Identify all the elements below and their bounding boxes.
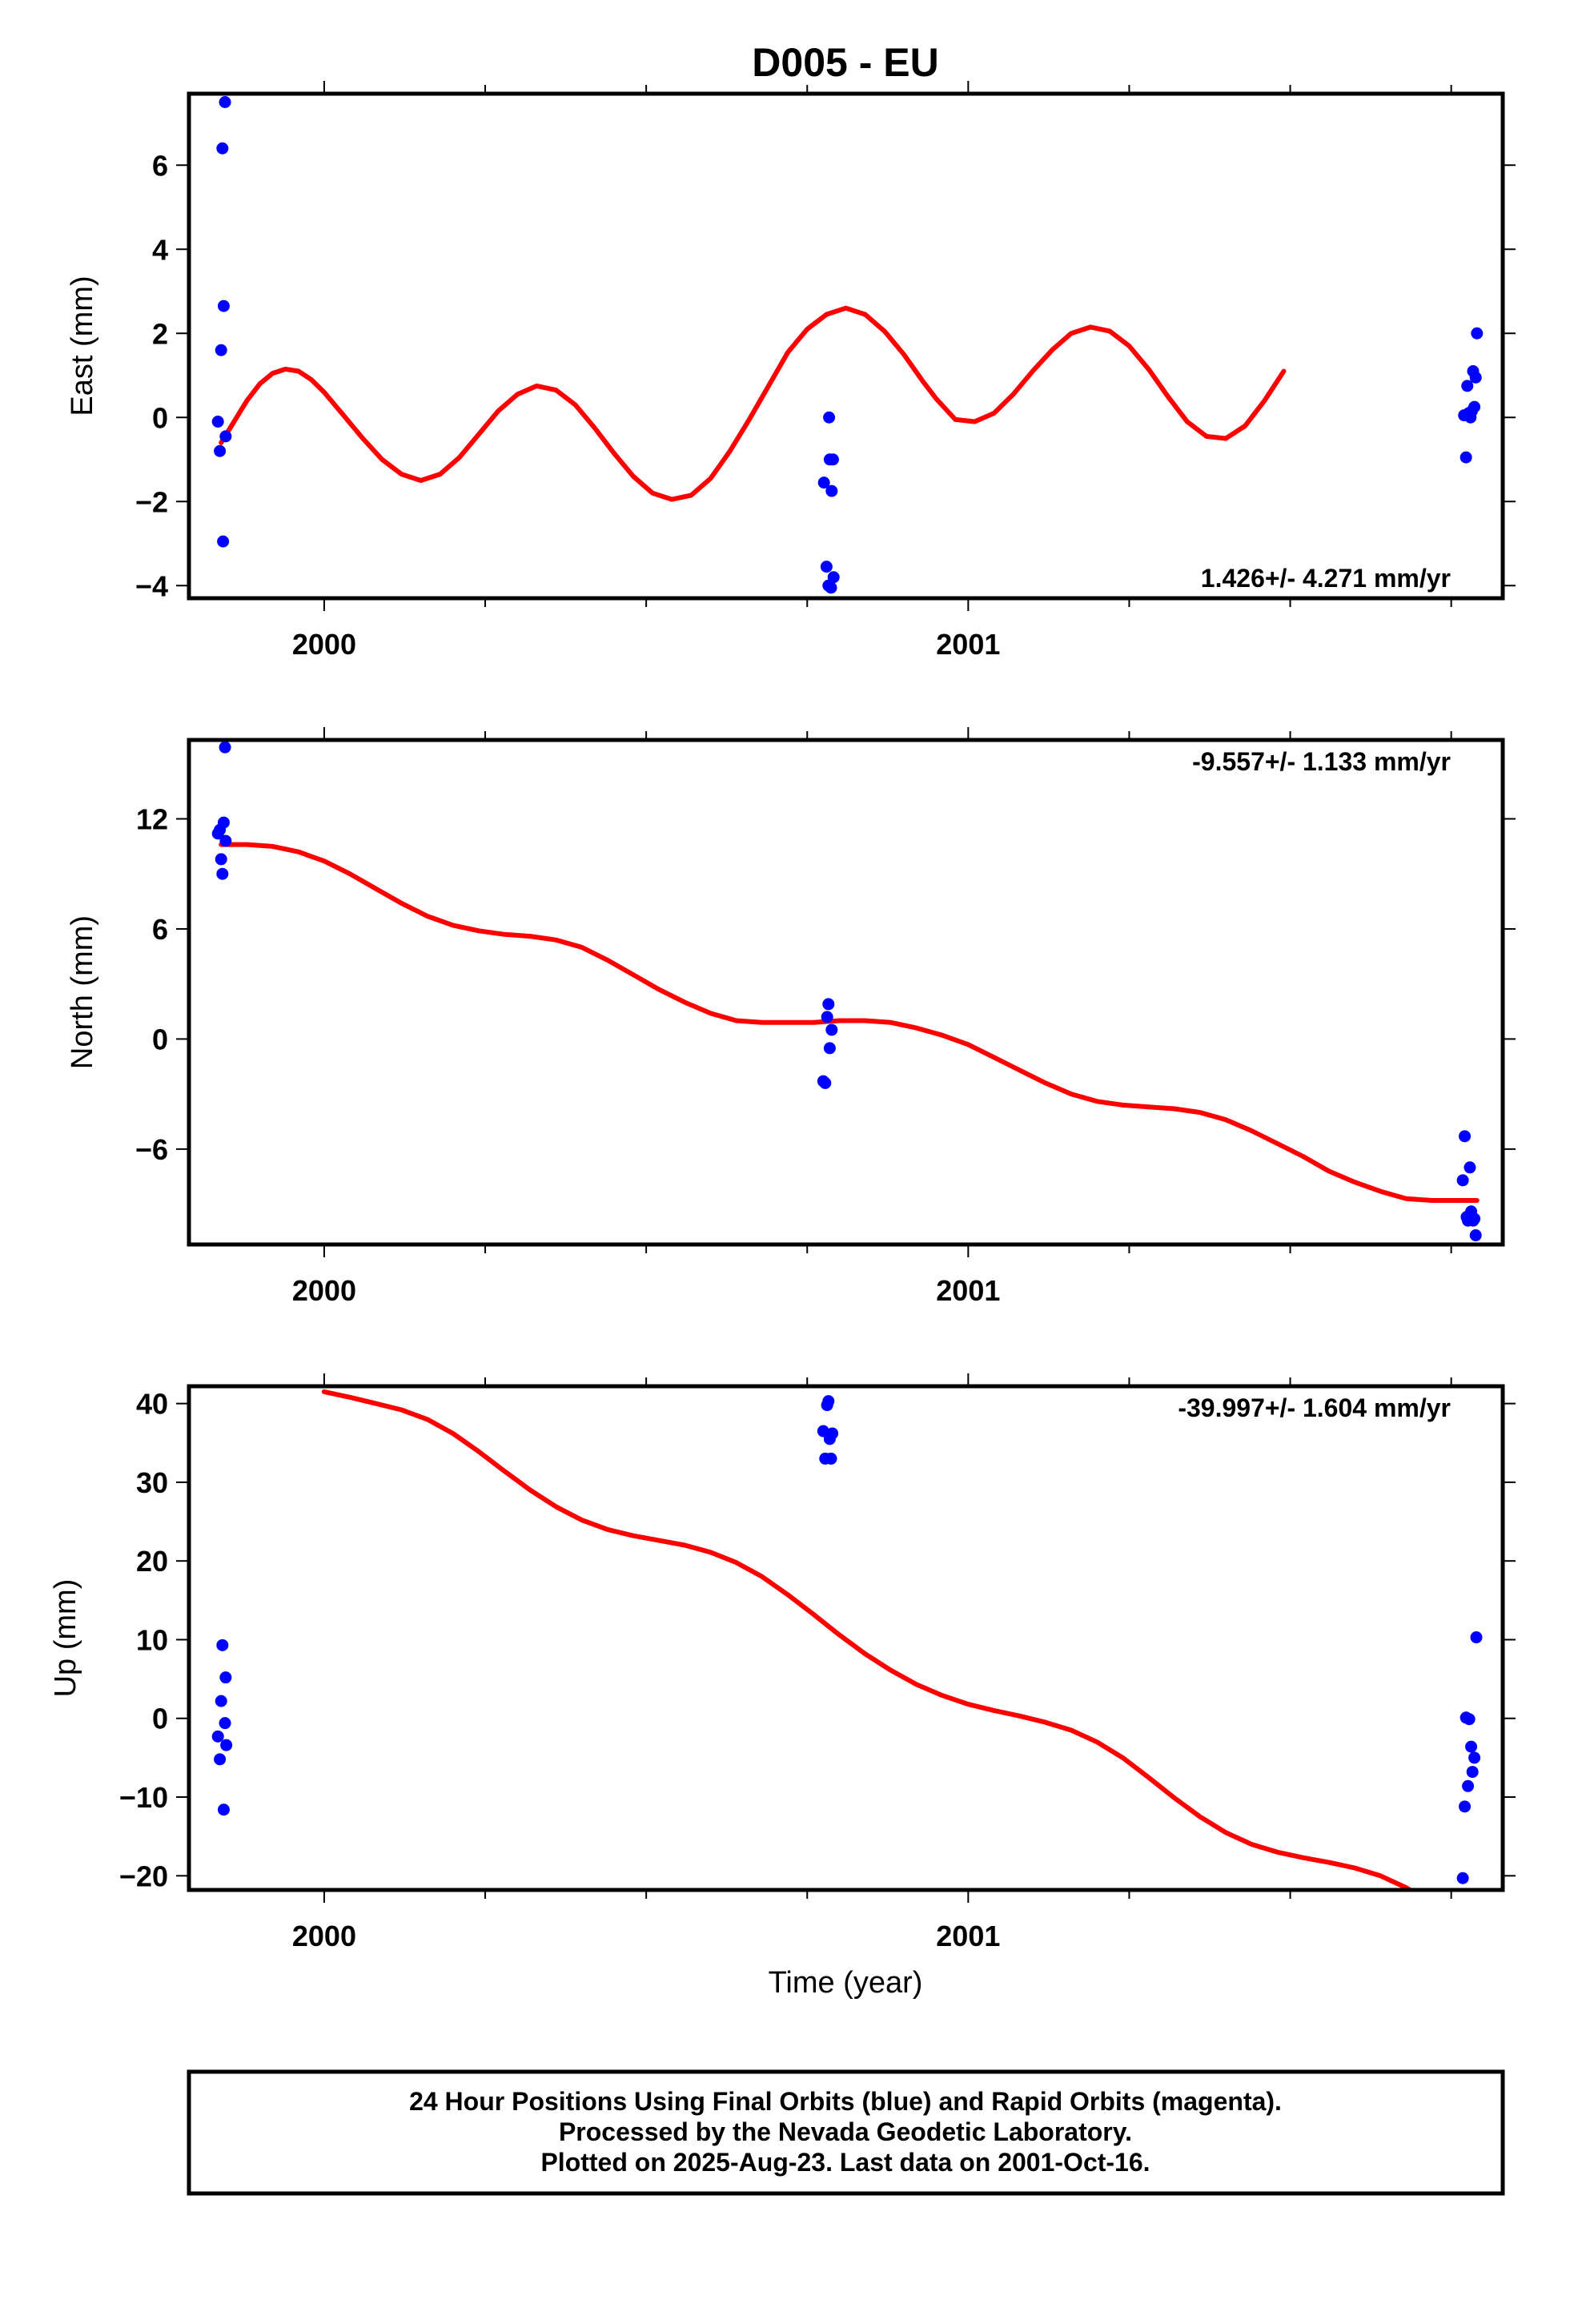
data-point bbox=[1466, 1766, 1479, 1779]
data-point bbox=[215, 344, 227, 356]
rate-annotation: -39.997+/- 1.604 mm/yr bbox=[1178, 1393, 1451, 1422]
data-point bbox=[219, 834, 232, 847]
y-tick-label: −10 bbox=[119, 1781, 168, 1814]
y-axis-label: East (mm) bbox=[66, 275, 99, 416]
x-tick-label: 2000 bbox=[292, 1920, 356, 1952]
data-point bbox=[216, 867, 229, 880]
data-point bbox=[217, 535, 230, 548]
y-tick-label: 12 bbox=[136, 803, 168, 836]
y-axis-label: Up (mm) bbox=[49, 1579, 82, 1698]
data-point bbox=[822, 1395, 835, 1408]
data-point bbox=[219, 741, 231, 754]
data-point bbox=[820, 561, 833, 573]
data-point bbox=[819, 1076, 832, 1089]
data-point bbox=[217, 1803, 230, 1816]
x-tick-label: 2001 bbox=[936, 628, 1000, 661]
data-point bbox=[826, 1427, 839, 1440]
figure-title: D005 - EU bbox=[752, 40, 938, 85]
data-point bbox=[211, 1730, 224, 1743]
y-tick-label: 0 bbox=[152, 401, 168, 434]
footer-line-3: Plotted on 2025-Aug-23. Last data on 200… bbox=[540, 2148, 1150, 2177]
data-point bbox=[1459, 1800, 1472, 1813]
data-point bbox=[825, 581, 837, 594]
x-tick-label: 2001 bbox=[936, 1920, 1000, 1952]
north-panel: 2000 2001 −6 0 6 12 North (mm) -9.557+/- 1.133 … bbox=[66, 727, 1516, 1307]
x-axis-label: Time (year) bbox=[769, 1966, 923, 2000]
data-point bbox=[220, 1739, 233, 1751]
data-point bbox=[215, 853, 227, 866]
data-point bbox=[214, 1753, 227, 1766]
y-tick-label: −4 bbox=[135, 569, 168, 602]
data-point bbox=[1463, 1713, 1476, 1726]
data-point bbox=[217, 300, 230, 312]
plot-frame bbox=[187, 738, 1505, 1247]
y-tick-label: 0 bbox=[152, 1023, 168, 1055]
data-point bbox=[825, 485, 838, 497]
data-point bbox=[219, 96, 231, 108]
data-point bbox=[1465, 1740, 1478, 1753]
y-tick-label: 40 bbox=[136, 1388, 168, 1421]
y-tick-label: 30 bbox=[136, 1466, 168, 1499]
footer-line-1: 24 Hour Positions Using Final Orbits (bl… bbox=[409, 2087, 1282, 2116]
up-panel: 2000 2001 −20 −10 0 10 20 30 40 Up (mm) -39.997+/-… bbox=[49, 1373, 1516, 1952]
data-point bbox=[219, 430, 232, 443]
data-point bbox=[217, 816, 230, 829]
data-point bbox=[1468, 400, 1481, 413]
data-point bbox=[216, 1638, 229, 1651]
data-point bbox=[822, 998, 835, 1011]
footer-line-2: Processed by the Nevada Geodetic Laborat… bbox=[559, 2117, 1132, 2146]
y-tick-label: 2 bbox=[152, 317, 168, 350]
data-point bbox=[1471, 327, 1484, 340]
model-curve bbox=[321, 1389, 1415, 1890]
y-tick-label: −2 bbox=[135, 485, 168, 518]
data-point bbox=[211, 416, 224, 428]
y-tick-label: 6 bbox=[152, 149, 168, 182]
data-point bbox=[219, 1671, 232, 1684]
data-point bbox=[823, 1042, 836, 1055]
rate-annotation: -9.557+/- 1.133 mm/yr bbox=[1192, 747, 1451, 776]
data-point bbox=[817, 476, 830, 489]
model-curve bbox=[219, 842, 1480, 1203]
plot-frame bbox=[187, 91, 1505, 601]
data-point bbox=[1459, 1130, 1472, 1143]
data-point bbox=[1469, 1229, 1482, 1242]
data-point bbox=[1469, 371, 1482, 384]
rate-annotation: 1.426+/- 4.271 mm/yr bbox=[1201, 564, 1451, 593]
y-axis-label: North (mm) bbox=[66, 915, 99, 1069]
east-panel: 2000 2001 −4 −2 0 2 4 6 East (mm) 1.426+/- 4.271 … bbox=[66, 81, 1516, 661]
x-tick-label: 2001 bbox=[936, 1274, 1000, 1307]
model-curve bbox=[219, 305, 1287, 502]
data-point bbox=[1468, 1751, 1481, 1764]
x-tick-label: 2000 bbox=[292, 628, 356, 661]
data-point bbox=[1456, 1872, 1469, 1884]
data-point bbox=[1462, 1779, 1475, 1792]
data-point bbox=[215, 1695, 227, 1707]
data-point bbox=[219, 1717, 231, 1730]
data-point bbox=[216, 142, 229, 155]
data-point bbox=[825, 1452, 837, 1465]
y-tick-label: −6 bbox=[135, 1133, 168, 1166]
data-point bbox=[1468, 1212, 1481, 1225]
y-tick-label: 4 bbox=[152, 233, 168, 266]
plot-frame bbox=[187, 1384, 1505, 1892]
data-point bbox=[825, 1023, 838, 1036]
y-tick-label: 0 bbox=[152, 1703, 168, 1735]
y-tick-label: 6 bbox=[152, 913, 168, 946]
data-point bbox=[1460, 451, 1472, 464]
footer-box bbox=[187, 2069, 1505, 2196]
data-point bbox=[1456, 1174, 1469, 1187]
data-point bbox=[214, 444, 227, 457]
data-point bbox=[821, 1011, 833, 1023]
data-point bbox=[826, 453, 839, 466]
data-point bbox=[823, 411, 836, 424]
y-tick-label: 20 bbox=[136, 1545, 168, 1578]
y-tick-label: 10 bbox=[136, 1623, 168, 1656]
y-tick-label: −20 bbox=[119, 1860, 168, 1892]
data-point bbox=[1461, 380, 1474, 392]
data-point bbox=[1464, 1161, 1476, 1174]
data-point bbox=[1470, 1631, 1483, 1644]
x-tick-label: 2000 bbox=[292, 1274, 356, 1307]
